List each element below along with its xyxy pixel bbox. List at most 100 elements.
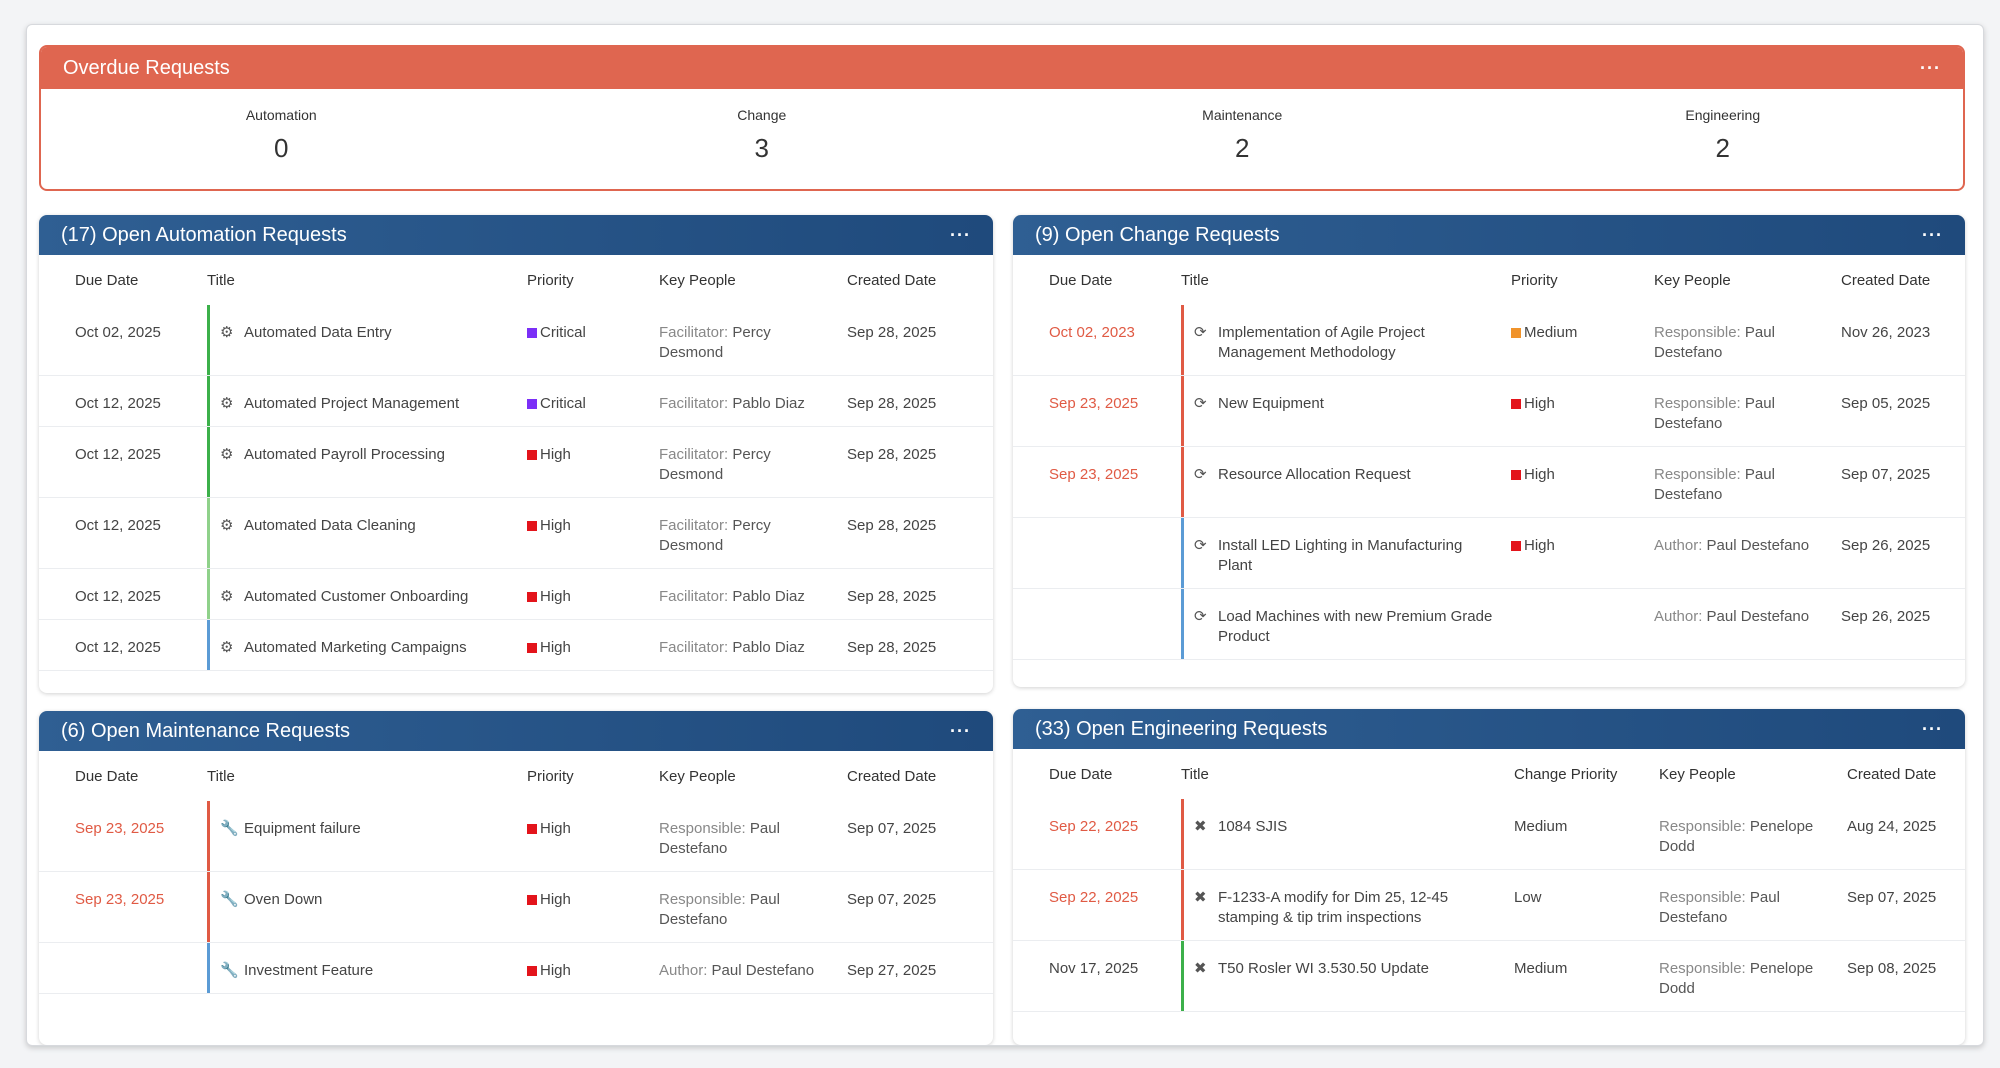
key-person-name[interactable]: Paul Destefano — [1702, 537, 1810, 554]
key-people-cell: Facilitator: Percy Desmond — [659, 305, 847, 375]
key-person-name[interactable]: Paul Destefano — [659, 820, 780, 857]
key-person-name[interactable]: Paul Destefano — [1654, 395, 1775, 432]
key-person-name[interactable]: Paul Destefano — [1702, 608, 1810, 625]
engineering-menu-icon[interactable]: ··· — [1922, 718, 1943, 739]
title-cell[interactable]: ⚙ Automated Customer Onboarding — [207, 569, 527, 619]
request-title[interactable]: Automated Data Cleaning — [244, 517, 416, 534]
title-cell[interactable]: 🔧 Oven Down — [207, 872, 527, 942]
title-cell[interactable]: ✖ 1084 SJIS — [1181, 799, 1514, 869]
request-title[interactable]: New Equipment — [1218, 395, 1324, 412]
title-cell[interactable]: ⚙ Automated Project Management — [207, 376, 527, 426]
request-title[interactable]: Oven Down — [244, 891, 323, 908]
request-title[interactable]: Install LED Lighting in Manufacturing Pl… — [1218, 537, 1463, 574]
table-row[interactable]: Sep 23, 2025 ⟳ Resource Allocation Request… — [1013, 447, 1965, 518]
request-title[interactable]: Automated Payroll Processing — [244, 446, 445, 463]
table-row[interactable]: Oct 12, 2025 ⚙ Automated Marketing Campaig… — [39, 620, 993, 671]
key-person-name[interactable]: Paul Destefano — [707, 962, 815, 979]
col-due-date[interactable]: Due Date — [1049, 765, 1113, 783]
key-person-name[interactable]: Paul Destefano — [1654, 466, 1775, 503]
key-person-name[interactable]: Percy Desmond — [659, 324, 771, 361]
col-key-people[interactable]: Key People — [1659, 765, 1736, 783]
stat-change[interactable]: Change 3 — [522, 89, 1003, 189]
table-row[interactable]: Oct 12, 2025 ⚙ Automated Data Cleaning High… — [39, 498, 993, 569]
table-row[interactable]: Nov 17, 2025 ✖ T50 Rosler WI 3.530.50 Upda… — [1013, 941, 1965, 1012]
key-person-name[interactable]: Pablo Diaz — [728, 588, 805, 605]
request-title[interactable]: Automated Customer Onboarding — [244, 588, 469, 605]
col-due-date[interactable]: Due Date — [1049, 271, 1113, 289]
title-cell[interactable]: ✖ F-1233-A modify for Dim 25, 12-45 stamp… — [1181, 870, 1514, 940]
priority-indicator-icon — [527, 450, 537, 460]
title-cell[interactable]: 🔧 Investment Feature — [207, 943, 527, 993]
table-row[interactable]: Oct 02, 2023 ⟳ Implementation of Agile Pro… — [1013, 305, 1965, 376]
request-title[interactable]: T50 Rosler WI 3.530.50 Update — [1218, 960, 1429, 977]
col-created-date[interactable]: Created Date — [1847, 765, 1937, 783]
key-person-name[interactable]: Penelope Dodd — [1659, 818, 1814, 855]
col-due-date[interactable]: Due Date — [75, 271, 139, 289]
table-row[interactable]: Sep 23, 2025 🔧 Oven Down High Responsible: P… — [39, 872, 993, 943]
key-person-name[interactable]: Pablo Diaz — [728, 395, 805, 412]
col-title[interactable]: Title — [1181, 271, 1209, 289]
col-title[interactable]: Title — [207, 271, 235, 289]
table-row[interactable]: ⟳ Install LED Lighting in Manufacturing P… — [1013, 518, 1965, 589]
title-cell[interactable]: ⟳ New Equipment — [1181, 376, 1511, 446]
title-cell[interactable]: ⚙ Automated Payroll Processing — [207, 427, 527, 497]
col-due-date[interactable]: Due Date — [75, 767, 139, 785]
request-title[interactable]: F-1233-A modify for Dim 25, 12-45 stampi… — [1218, 889, 1449, 926]
key-person-name[interactable]: Paul Destefano — [1654, 324, 1775, 361]
request-title[interactable]: Automated Project Management — [244, 395, 460, 412]
table-row[interactable]: Oct 12, 2025 ⚙ Automated Customer Onboardi… — [39, 569, 993, 620]
request-title[interactable]: Equipment failure — [244, 820, 361, 837]
maintenance-menu-icon[interactable]: ··· — [950, 720, 971, 741]
stat-automation[interactable]: Automation 0 — [41, 89, 522, 189]
table-row[interactable]: Sep 22, 2025 ✖ F-1233-A modify for Dim 25,… — [1013, 870, 1965, 941]
col-key-people[interactable]: Key People — [659, 271, 736, 289]
title-cell[interactable]: ⚙ Automated Data Entry — [207, 305, 527, 375]
key-person-name[interactable]: Pablo Diaz — [728, 639, 805, 656]
col-created-date[interactable]: Created Date — [847, 767, 937, 785]
key-person-name[interactable]: Percy Desmond — [659, 517, 771, 554]
request-title[interactable]: Implementation of Agile Project Manageme… — [1218, 324, 1425, 361]
stat-maintenance[interactable]: Maintenance 2 — [1002, 89, 1483, 189]
col-key-people[interactable]: Key People — [659, 767, 736, 785]
title-cell[interactable]: ✖ T50 Rosler WI 3.530.50 Update — [1181, 941, 1514, 1011]
request-title[interactable]: 1084 SJIS — [1218, 818, 1288, 835]
table-row[interactable]: Sep 22, 2025 ✖ 1084 SJIS Medium Responsible:… — [1013, 799, 1965, 870]
title-cell[interactable]: ⟳ Resource Allocation Request — [1181, 447, 1511, 517]
col-created-date[interactable]: Created Date — [847, 271, 937, 289]
col-change-priority[interactable]: Change Priority — [1514, 765, 1618, 783]
request-title[interactable]: Automated Marketing Campaigns — [244, 639, 467, 656]
overdue-menu-icon[interactable]: ··· — [1920, 57, 1941, 78]
created-date: Sep 28, 2025 — [847, 639, 937, 656]
table-row[interactable]: Oct 12, 2025 ⚙ Automated Project Managemen… — [39, 376, 993, 427]
change-menu-icon[interactable]: ··· — [1922, 224, 1943, 245]
table-row[interactable]: Sep 23, 2025 ⟳ New Equipment High Responsibl… — [1013, 376, 1965, 447]
col-priority[interactable]: Priority — [1511, 271, 1558, 289]
col-priority[interactable]: Priority — [527, 271, 574, 289]
request-title[interactable]: Resource Allocation Request — [1218, 466, 1411, 483]
request-title[interactable]: Investment Feature — [244, 962, 374, 979]
title-cell[interactable]: ⟳ Install LED Lighting in Manufacturing P… — [1181, 518, 1511, 588]
col-key-people[interactable]: Key People — [1654, 271, 1731, 289]
request-title[interactable]: Load Machines with new Premium Grade Pro… — [1218, 608, 1493, 645]
table-row[interactable]: ⟳ Load Machines with new Premium Grade Pr… — [1013, 589, 1965, 660]
key-person-name[interactable]: Paul Destefano — [659, 891, 780, 928]
table-row[interactable]: Oct 02, 2025 ⚙ Automated Data Entry Critica… — [39, 305, 993, 376]
key-person-name[interactable]: Percy Desmond — [659, 446, 771, 483]
key-person-name[interactable]: Penelope Dodd — [1659, 960, 1814, 997]
stat-engineering[interactable]: Engineering 2 — [1483, 89, 1964, 189]
table-row[interactable]: Sep 23, 2025 🔧 Equipment failure High Respon… — [39, 801, 993, 872]
col-priority[interactable]: Priority — [527, 767, 574, 785]
key-person-name[interactable]: Paul Destefano — [1659, 889, 1780, 926]
table-row[interactable]: Oct 12, 2025 ⚙ Automated Payroll Processin… — [39, 427, 993, 498]
title-cell[interactable]: ⚙ Automated Data Cleaning — [207, 498, 527, 568]
col-title[interactable]: Title — [207, 767, 235, 785]
title-cell[interactable]: ⚙ Automated Marketing Campaigns — [207, 620, 527, 670]
table-row[interactable]: 🔧 Investment Feature High Author: Paul Dest… — [39, 943, 993, 994]
col-created-date[interactable]: Created Date — [1841, 271, 1931, 289]
title-cell[interactable]: ⟳ Implementation of Agile Project Managem… — [1181, 305, 1511, 375]
col-title[interactable]: Title — [1181, 765, 1209, 783]
title-cell[interactable]: ⟳ Load Machines with new Premium Grade Pr… — [1181, 589, 1511, 659]
request-title[interactable]: Automated Data Entry — [244, 324, 392, 341]
automation-menu-icon[interactable]: ··· — [950, 224, 971, 245]
title-cell[interactable]: 🔧 Equipment failure — [207, 801, 527, 871]
